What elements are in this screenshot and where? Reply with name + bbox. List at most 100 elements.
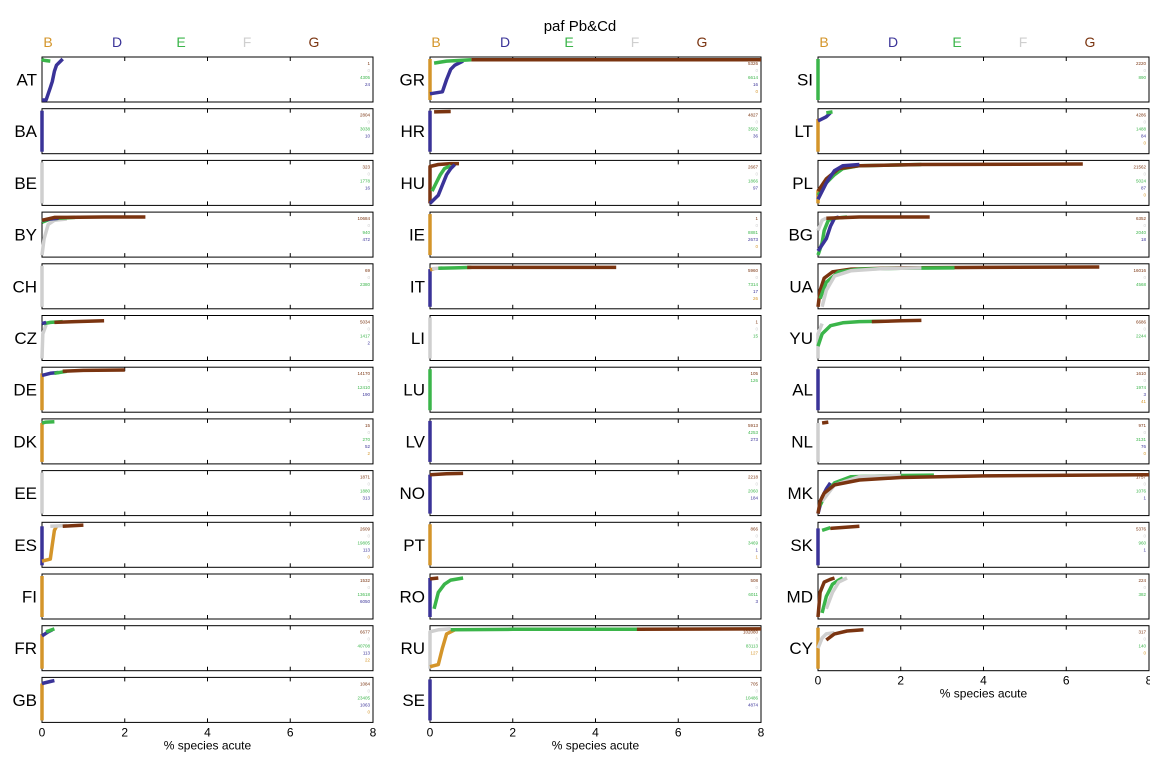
series-line-G <box>62 368 125 374</box>
legend-label-B: B <box>43 34 52 50</box>
count-label: 6686 <box>1136 320 1147 325</box>
x-tick-label: 8 <box>758 725 765 739</box>
count-label: 323 <box>362 164 370 169</box>
count-label: 5326 <box>748 61 759 66</box>
count-label: 1 <box>755 547 758 552</box>
count-label: 12410 <box>357 385 370 390</box>
count-label: 4568 <box>1136 282 1147 287</box>
count-label: 0 <box>1143 585 1146 590</box>
count-label: 23405 <box>357 695 370 700</box>
panel-frame <box>817 366 1150 413</box>
count-label: 113 <box>363 651 371 656</box>
count-label: 13618 <box>357 592 370 597</box>
panel-frame <box>817 521 1150 568</box>
x-tick-label: 0 <box>427 725 434 739</box>
series-line-G <box>826 215 930 220</box>
count-label: 0 <box>755 585 758 590</box>
panel-frame <box>429 159 762 206</box>
count-label: 36 <box>753 134 759 139</box>
count-label: 140 <box>1138 644 1146 649</box>
panel-frame <box>817 108 1150 155</box>
count-label: 21562 <box>1133 164 1146 169</box>
series-line-F <box>428 627 451 669</box>
count-label: 0 <box>1143 533 1146 538</box>
panel-frame <box>41 676 374 723</box>
x-tick-label: 2 <box>897 674 904 688</box>
count-label: 69 <box>365 268 371 273</box>
panel-frame <box>429 625 762 672</box>
panel-frame <box>429 366 762 413</box>
count-label: 4874 <box>748 702 759 707</box>
count-label: 184 <box>750 496 758 501</box>
count-label: 2609 <box>360 526 371 531</box>
series-line-F <box>816 322 824 359</box>
country-label: LU <box>403 381 425 400</box>
series-line-G <box>54 319 105 325</box>
x-tick-label: 8 <box>1146 674 1150 688</box>
count-label: 113 <box>363 547 371 552</box>
count-label: 52 <box>365 444 371 449</box>
legend-label-G: G <box>1085 34 1096 50</box>
count-label: 0 <box>367 688 370 693</box>
series-line-E <box>826 110 833 115</box>
count-label: 0 <box>367 554 370 559</box>
x-tick-label: 2 <box>121 725 128 739</box>
count-label: 0 <box>1143 141 1146 146</box>
count-label: 1 <box>1143 496 1146 501</box>
panel-frame <box>817 56 1150 103</box>
count-label: 40708 <box>357 644 370 649</box>
count-label: 273 <box>750 437 758 442</box>
x-tick-label: 4 <box>204 725 211 739</box>
series-line-E <box>816 319 885 347</box>
country-label: MK <box>788 484 814 503</box>
series-line-F <box>816 630 835 649</box>
series-line-F <box>816 216 828 232</box>
series-line-E <box>430 164 452 192</box>
count-label: 472 <box>362 237 370 242</box>
series-line-E <box>820 576 844 614</box>
count-label: 0 <box>755 171 758 176</box>
count-label: 16 <box>365 185 371 190</box>
country-label: NL <box>791 432 813 451</box>
x-tick-label: 0 <box>815 674 822 688</box>
count-label: 0 <box>1143 327 1146 332</box>
count-label: 4286 <box>1136 113 1147 118</box>
count-label: 2040 <box>1136 230 1147 235</box>
series-line-E <box>450 627 646 632</box>
count-label: 87 <box>1141 185 1147 190</box>
panel-frame <box>41 315 374 361</box>
series-line-G <box>871 318 922 324</box>
panel-frame <box>429 315 762 361</box>
country-label: IE <box>409 226 425 245</box>
count-label: 0 <box>755 327 758 332</box>
x-axis-label: % species acute <box>164 738 252 752</box>
count-label: 0 <box>755 482 758 487</box>
count-label: 1488 <box>1136 127 1147 132</box>
series-line-B <box>41 525 59 563</box>
country-label: AT <box>17 71 37 90</box>
country-label: BE <box>14 174 37 193</box>
count-label: 5960 <box>748 268 759 273</box>
country-label: CZ <box>14 329 37 348</box>
count-label: 0 <box>1143 171 1146 176</box>
legend-label-B: B <box>819 34 828 50</box>
x-tick-label: 0 <box>39 725 46 739</box>
count-label: 0 <box>1143 482 1146 487</box>
panel-frame <box>429 676 762 723</box>
country-label: RO <box>400 588 426 607</box>
panel-frame <box>41 263 374 310</box>
count-label: 313 <box>362 496 370 501</box>
count-label: 18 <box>1141 237 1147 242</box>
country-label: LT <box>794 122 813 141</box>
count-label: 1417 <box>360 334 371 339</box>
country-label: CY <box>789 639 813 658</box>
count-label: 0 <box>1143 451 1146 456</box>
count-label: 0 <box>755 89 758 94</box>
count-label: 890 <box>1138 75 1146 80</box>
panel-frame <box>41 366 374 413</box>
panel-frame <box>817 159 1150 206</box>
count-label: 705 <box>750 681 758 686</box>
panel-frame <box>41 521 374 568</box>
count-label: 0 <box>1143 651 1146 656</box>
count-label: 2060 <box>748 489 759 494</box>
